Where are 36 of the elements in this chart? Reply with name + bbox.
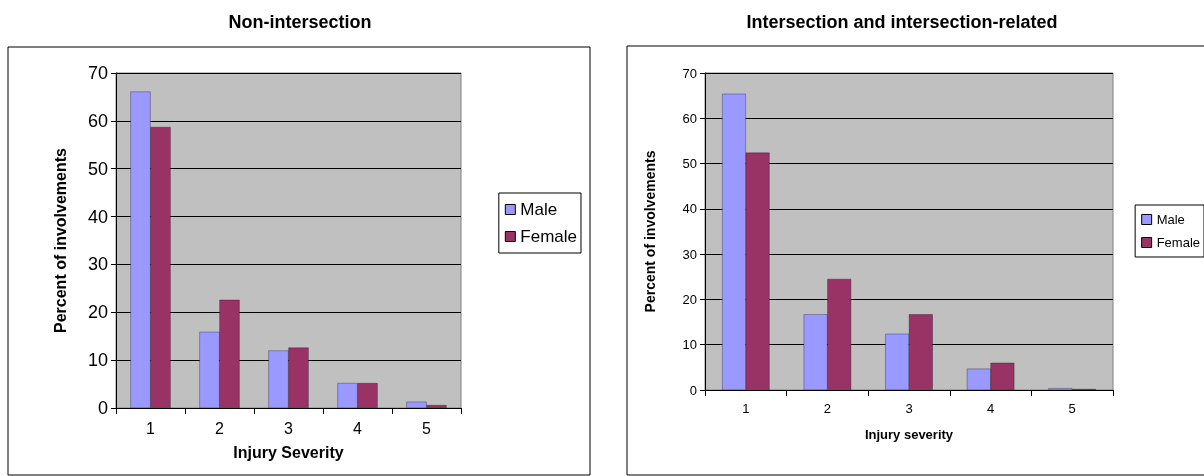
y-tick-label: 60 — [682, 110, 697, 126]
y-tick-label: 70 — [87, 63, 108, 83]
y-tick-label: 40 — [87, 206, 108, 227]
y-tick-label: 60 — [87, 110, 108, 131]
x-tick-label: 2 — [215, 419, 225, 437]
y-tick-label: 30 — [87, 254, 108, 275]
y-tick-label: 10 — [87, 350, 108, 371]
x-tick-label: 1 — [146, 419, 156, 437]
y-tick-label: 0 — [689, 382, 697, 398]
legend-label: Male — [1156, 212, 1185, 227]
y-tick-label: 20 — [87, 302, 108, 323]
legend-label: Female — [1156, 235, 1201, 250]
y-tick-label: 50 — [87, 158, 108, 179]
y-tick-label: 20 — [682, 291, 697, 307]
x-tick-label: 3 — [905, 401, 913, 416]
y-tick-label: 50 — [682, 156, 697, 172]
legend-label: Male — [520, 200, 558, 219]
x-tick-label: 5 — [1068, 401, 1076, 416]
x-tick-label: 2 — [823, 401, 832, 416]
x-axis-title: Injury Severity — [233, 443, 344, 461]
legend-label: Female — [520, 227, 577, 246]
y-tick-label: 70 — [682, 65, 697, 81]
y-axis-title: Percent of involvements — [51, 147, 69, 333]
y-axis-title: Percent of involvements — [642, 150, 658, 313]
x-tick-label: 4 — [986, 401, 995, 416]
y-tick-label: 10 — [682, 337, 697, 353]
chart-title: Intersection and intersection-related — [746, 12, 1058, 32]
y-tick-label: 40 — [682, 201, 697, 217]
x-tick-label: 4 — [353, 419, 363, 437]
x-tick-label: 3 — [284, 419, 294, 437]
y-tick-label: 30 — [682, 246, 697, 262]
x-tick-label: 5 — [422, 419, 432, 437]
y-tick-label: 0 — [97, 398, 108, 418]
x-axis-title: Injury severity — [864, 427, 954, 442]
chart-title: Non-intersection — [228, 12, 372, 32]
x-tick-label: 1 — [742, 401, 750, 416]
